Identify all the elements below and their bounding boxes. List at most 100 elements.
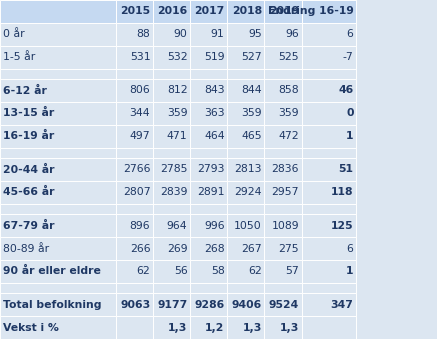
Text: 1-5 år: 1-5 år	[3, 52, 35, 62]
Bar	[0, 158, 116, 181]
Bar	[0, 204, 116, 214]
Text: 88: 88	[137, 29, 150, 39]
Text: 96: 96	[285, 29, 299, 39]
Bar	[190, 260, 227, 283]
Bar	[153, 283, 190, 293]
Bar	[190, 46, 227, 69]
Text: 118: 118	[331, 187, 354, 197]
Text: 268: 268	[204, 243, 225, 254]
Bar	[227, 316, 264, 339]
Bar	[0, 102, 116, 125]
Bar	[264, 158, 302, 181]
Bar	[153, 23, 190, 46]
Text: 519: 519	[204, 52, 225, 62]
Bar	[227, 46, 264, 69]
Bar	[153, 260, 190, 283]
Text: 465: 465	[241, 131, 262, 141]
Text: 0 år: 0 år	[3, 29, 24, 39]
Bar	[190, 23, 227, 46]
Bar	[190, 283, 227, 293]
Bar	[0, 283, 116, 293]
Bar	[0, 214, 116, 237]
Bar	[116, 79, 153, 102]
Text: 46: 46	[338, 85, 354, 96]
Text: 0: 0	[346, 108, 354, 118]
Bar	[227, 260, 264, 283]
Text: 91: 91	[211, 29, 225, 39]
Text: Endring 16-19: Endring 16-19	[267, 6, 354, 17]
Text: 9063: 9063	[120, 300, 150, 310]
Text: 56: 56	[174, 266, 187, 276]
Bar	[0, 316, 116, 339]
Text: 2924: 2924	[234, 187, 262, 197]
Bar	[190, 148, 227, 158]
Bar	[302, 237, 356, 260]
Text: 275: 275	[278, 243, 299, 254]
Text: 9177: 9177	[157, 300, 187, 310]
Text: 2807: 2807	[123, 187, 150, 197]
Text: 2793: 2793	[197, 164, 225, 175]
Bar	[153, 237, 190, 260]
Bar	[153, 204, 190, 214]
Text: 1,3: 1,3	[280, 322, 299, 333]
Bar	[116, 204, 153, 214]
Bar	[116, 181, 153, 204]
Bar	[0, 0, 116, 23]
Text: 1,3: 1,3	[168, 322, 187, 333]
Text: 269: 269	[167, 243, 187, 254]
Bar	[264, 260, 302, 283]
Bar	[190, 79, 227, 102]
Text: 363: 363	[204, 108, 225, 118]
Text: 2839: 2839	[160, 187, 187, 197]
Text: 51: 51	[339, 164, 354, 175]
Text: 80-89 år: 80-89 år	[3, 243, 49, 254]
Text: 2018: 2018	[232, 6, 262, 17]
Bar	[227, 79, 264, 102]
Bar	[264, 69, 302, 79]
Bar	[302, 69, 356, 79]
Bar	[116, 283, 153, 293]
Text: 344: 344	[130, 108, 150, 118]
Bar	[302, 214, 356, 237]
Bar	[153, 46, 190, 69]
Bar	[116, 0, 153, 23]
Bar	[116, 158, 153, 181]
Text: 844: 844	[241, 85, 262, 96]
Bar	[116, 260, 153, 283]
Text: 2766: 2766	[123, 164, 150, 175]
Bar	[116, 214, 153, 237]
Text: 896: 896	[130, 221, 150, 231]
Bar	[264, 79, 302, 102]
Text: 996: 996	[204, 221, 225, 231]
Bar	[153, 148, 190, 158]
Bar	[302, 46, 356, 69]
Bar	[153, 181, 190, 204]
Bar	[264, 214, 302, 237]
Bar	[0, 23, 116, 46]
Text: 16-19 år: 16-19 år	[3, 131, 54, 141]
Bar	[264, 148, 302, 158]
Bar	[116, 316, 153, 339]
Text: 267: 267	[241, 243, 262, 254]
Text: 2957: 2957	[271, 187, 299, 197]
Text: 45-66 år: 45-66 år	[3, 187, 54, 197]
Text: 1,3: 1,3	[243, 322, 262, 333]
Bar	[302, 158, 356, 181]
Bar	[302, 293, 356, 316]
Text: 525: 525	[278, 52, 299, 62]
Text: 472: 472	[278, 131, 299, 141]
Bar	[190, 237, 227, 260]
Bar	[302, 102, 356, 125]
Text: 347: 347	[331, 300, 354, 310]
Bar	[116, 293, 153, 316]
Bar	[264, 293, 302, 316]
Text: 359: 359	[278, 108, 299, 118]
Text: Total befolkning: Total befolkning	[3, 300, 101, 310]
Bar	[153, 79, 190, 102]
Text: 6: 6	[347, 29, 354, 39]
Text: 9406: 9406	[232, 300, 262, 310]
Text: 266: 266	[130, 243, 150, 254]
Bar	[302, 0, 356, 23]
Text: 471: 471	[167, 131, 187, 141]
Bar	[116, 23, 153, 46]
